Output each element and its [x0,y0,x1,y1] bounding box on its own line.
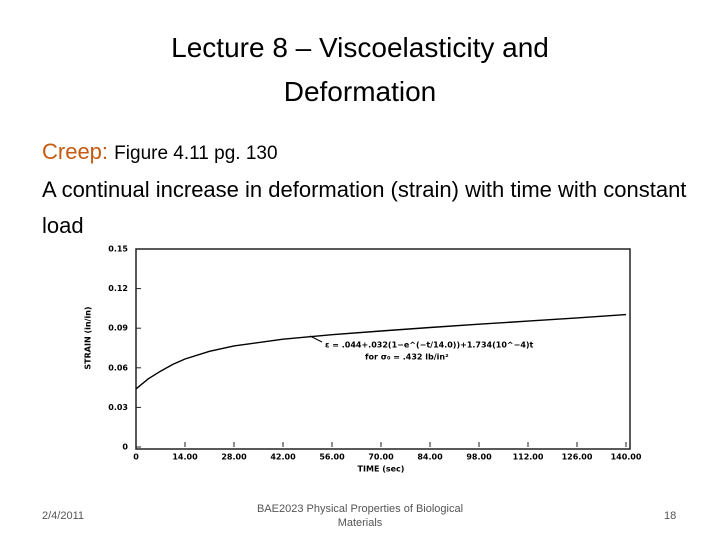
x-tick-label: 140.00 [611,453,642,462]
y-tick-label: 0.12 [108,284,128,293]
footer-page: 18 [664,510,677,522]
creep-label: Creep: [42,139,109,164]
y-axis-label: STRAIN (in/in) [84,306,93,369]
x-tick-label: 56.00 [319,453,345,462]
y-tick-label: 0.03 [108,403,128,412]
footer-date: 2/4/2011 [42,510,85,522]
y-tick-label: 0 [122,443,128,452]
x-tick-label: 84.00 [417,453,443,462]
creep-line: Creep: Figure 4.11 pg. 130 [42,134,692,172]
x-tick-label: 0 [133,453,139,462]
creep-figure: 0 0.03 0.06 0.09 0.12 0.15 0 14.00 28.00 42.00 56.… [84,245,642,474]
x-axis-label: TIME (sec) [358,465,405,474]
creep-definition: A continual increase in deformation (str… [42,177,687,238]
x-tick-label: 42.00 [270,453,296,462]
y-tick-label: 0.06 [108,363,128,372]
y-tick-label: 0.09 [108,324,128,333]
y-tick-label: 0.15 [108,245,128,254]
slide-body: Creep: Figure 4.11 pg. 130 A continual i… [42,134,692,244]
footer-course: BAE2023 Physical Properties of Biologica… [256,503,464,529]
equation-annotation: for σ₀ = .432 lb/in² [365,353,449,362]
slide-title: Lecture 8 – Viscoelasticity and Deformat… [171,32,549,107]
x-tick-label: 14.00 [172,453,198,462]
x-tick-label: 70.00 [368,453,394,462]
x-tick-label: 98.00 [466,453,492,462]
x-tick-label: 28.00 [221,453,247,462]
plot-frame [135,248,631,450]
figure-reference: Figure 4.11 pg. 130 [114,143,278,164]
creep-curve [135,313,627,390]
x-tick-label: 112.00 [513,453,544,462]
equation-annotation: ε = .044+.032(1−e^(−t/14.0))+1.734(10^−4… [325,341,534,350]
x-tick-label: 126.00 [562,453,593,462]
